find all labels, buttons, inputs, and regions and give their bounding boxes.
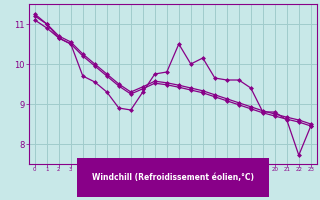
X-axis label: Windchill (Refroidissement éolien,°C): Windchill (Refroidissement éolien,°C) [92, 173, 254, 182]
